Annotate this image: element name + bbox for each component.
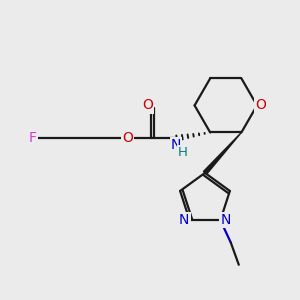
Text: O: O: [255, 98, 266, 112]
Text: N: N: [220, 213, 231, 227]
Text: H: H: [178, 146, 188, 160]
Text: N: N: [171, 138, 181, 152]
Text: N: N: [179, 213, 189, 227]
Text: O: O: [122, 131, 133, 145]
Text: O: O: [142, 98, 153, 112]
Text: F: F: [28, 131, 37, 145]
Polygon shape: [203, 132, 242, 174]
